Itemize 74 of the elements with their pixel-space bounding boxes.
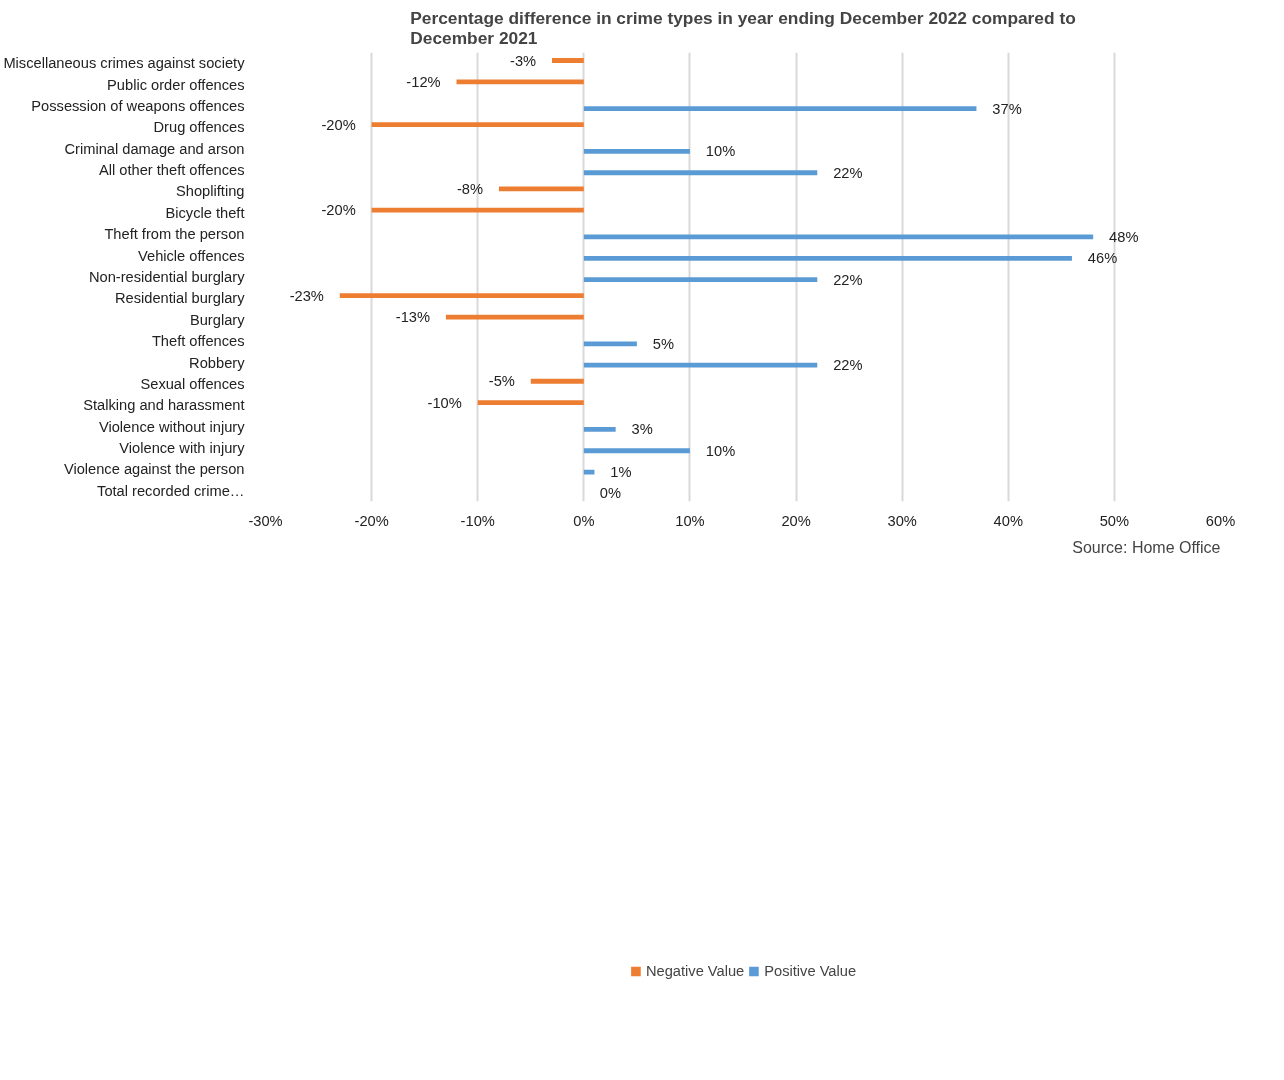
x-tick-label: -20%: [354, 512, 389, 529]
bar: [583, 170, 818, 176]
data-label: 5%: [652, 335, 674, 352]
data-label: 22%: [833, 164, 863, 181]
data-label: -12%: [406, 73, 441, 90]
data-label: 10%: [705, 143, 736, 160]
y-tick-label: Violence with injury: [119, 440, 246, 457]
y-tick-label: Total recorded crime…: [97, 482, 245, 499]
x-tick-label: 0%: [573, 512, 595, 529]
bar: [583, 362, 818, 368]
bar: [477, 400, 584, 406]
y-tick-label: Miscellaneous crimes against society: [3, 55, 246, 72]
data-label: 0%: [599, 485, 621, 502]
x-tick-label: 60%: [1205, 512, 1236, 529]
data-label: -20%: [321, 116, 356, 133]
source-note: Source: Home Office: [1072, 538, 1221, 556]
data-label: -13%: [395, 309, 430, 326]
y-tick-label: Possession of weapons offences: [31, 97, 245, 114]
y-tick-label: Residential burglary: [114, 290, 246, 307]
y-tick-label: All other theft offences: [98, 162, 245, 179]
y-tick-label: Non-residential burglary: [88, 269, 246, 285]
x-tick-label: -10%: [460, 512, 495, 529]
x-tick-label: -30%: [248, 512, 283, 529]
y-tick-label: Shoplifting: [176, 183, 245, 200]
y-tick-label: Sexual offences: [140, 375, 245, 392]
y-tick-label: Violence without injury: [98, 418, 246, 435]
y-tick-label: Drug offences: [153, 119, 245, 136]
bar: [456, 79, 584, 85]
legend-label: Positive Value: [764, 963, 857, 980]
data-label: -8%: [456, 180, 484, 197]
y-tick-label: Bicycle theft: [165, 204, 245, 221]
bar: [583, 426, 616, 432]
y-tick-label: Vehicle offences: [138, 247, 245, 264]
bar: [583, 448, 690, 454]
bar: [371, 207, 584, 213]
legend-label: Negative Value: [645, 963, 745, 980]
data-label: 46%: [1087, 250, 1118, 267]
y-tick-label: Criminal damage and arson: [64, 140, 245, 157]
x-tick-label: 20%: [781, 512, 811, 529]
y-tick-label: Stalking and harassment: [83, 397, 245, 414]
x-tick-label: 30%: [887, 512, 917, 529]
data-label: -20%: [321, 202, 356, 219]
bar: [583, 148, 690, 154]
bar: [583, 255, 1072, 261]
bar: [583, 277, 818, 283]
x-tick-label: 10%: [675, 512, 705, 529]
bar: [498, 186, 584, 192]
bar: [530, 378, 584, 384]
data-label: -10%: [427, 394, 462, 411]
y-tick-label: Robbery: [189, 354, 246, 371]
x-tick-label: 40%: [993, 512, 1023, 529]
y-tick-label: Burglary: [189, 311, 246, 328]
data-label: 1%: [610, 464, 632, 481]
data-label: 48%: [1109, 228, 1139, 245]
data-label: 37%: [992, 100, 1022, 117]
data-label: 10%: [705, 442, 736, 459]
data-label: 22%: [833, 357, 863, 374]
x-tick-label: 50%: [1099, 512, 1130, 529]
bar: [583, 106, 977, 112]
chart-title: Percentage difference in crime types in year ending December 2022 compared to December 2021: [410, 7, 1076, 48]
y-tick-label: Theft offences: [151, 333, 245, 350]
data-label: 3%: [631, 421, 653, 438]
y-tick-label: Violence against the person: [63, 461, 245, 478]
bar: [583, 469, 595, 475]
data-label: -23%: [289, 287, 324, 304]
bar: [371, 122, 584, 128]
y-tick-label: Theft from the person: [104, 226, 245, 243]
bar: [552, 58, 584, 63]
bar: [339, 293, 584, 299]
y-tick-label: Public order offences: [107, 76, 245, 93]
data-label: 22%: [833, 271, 863, 288]
bar: [583, 341, 637, 347]
data-label: -3%: [510, 52, 537, 69]
data-label: -5%: [488, 373, 515, 390]
